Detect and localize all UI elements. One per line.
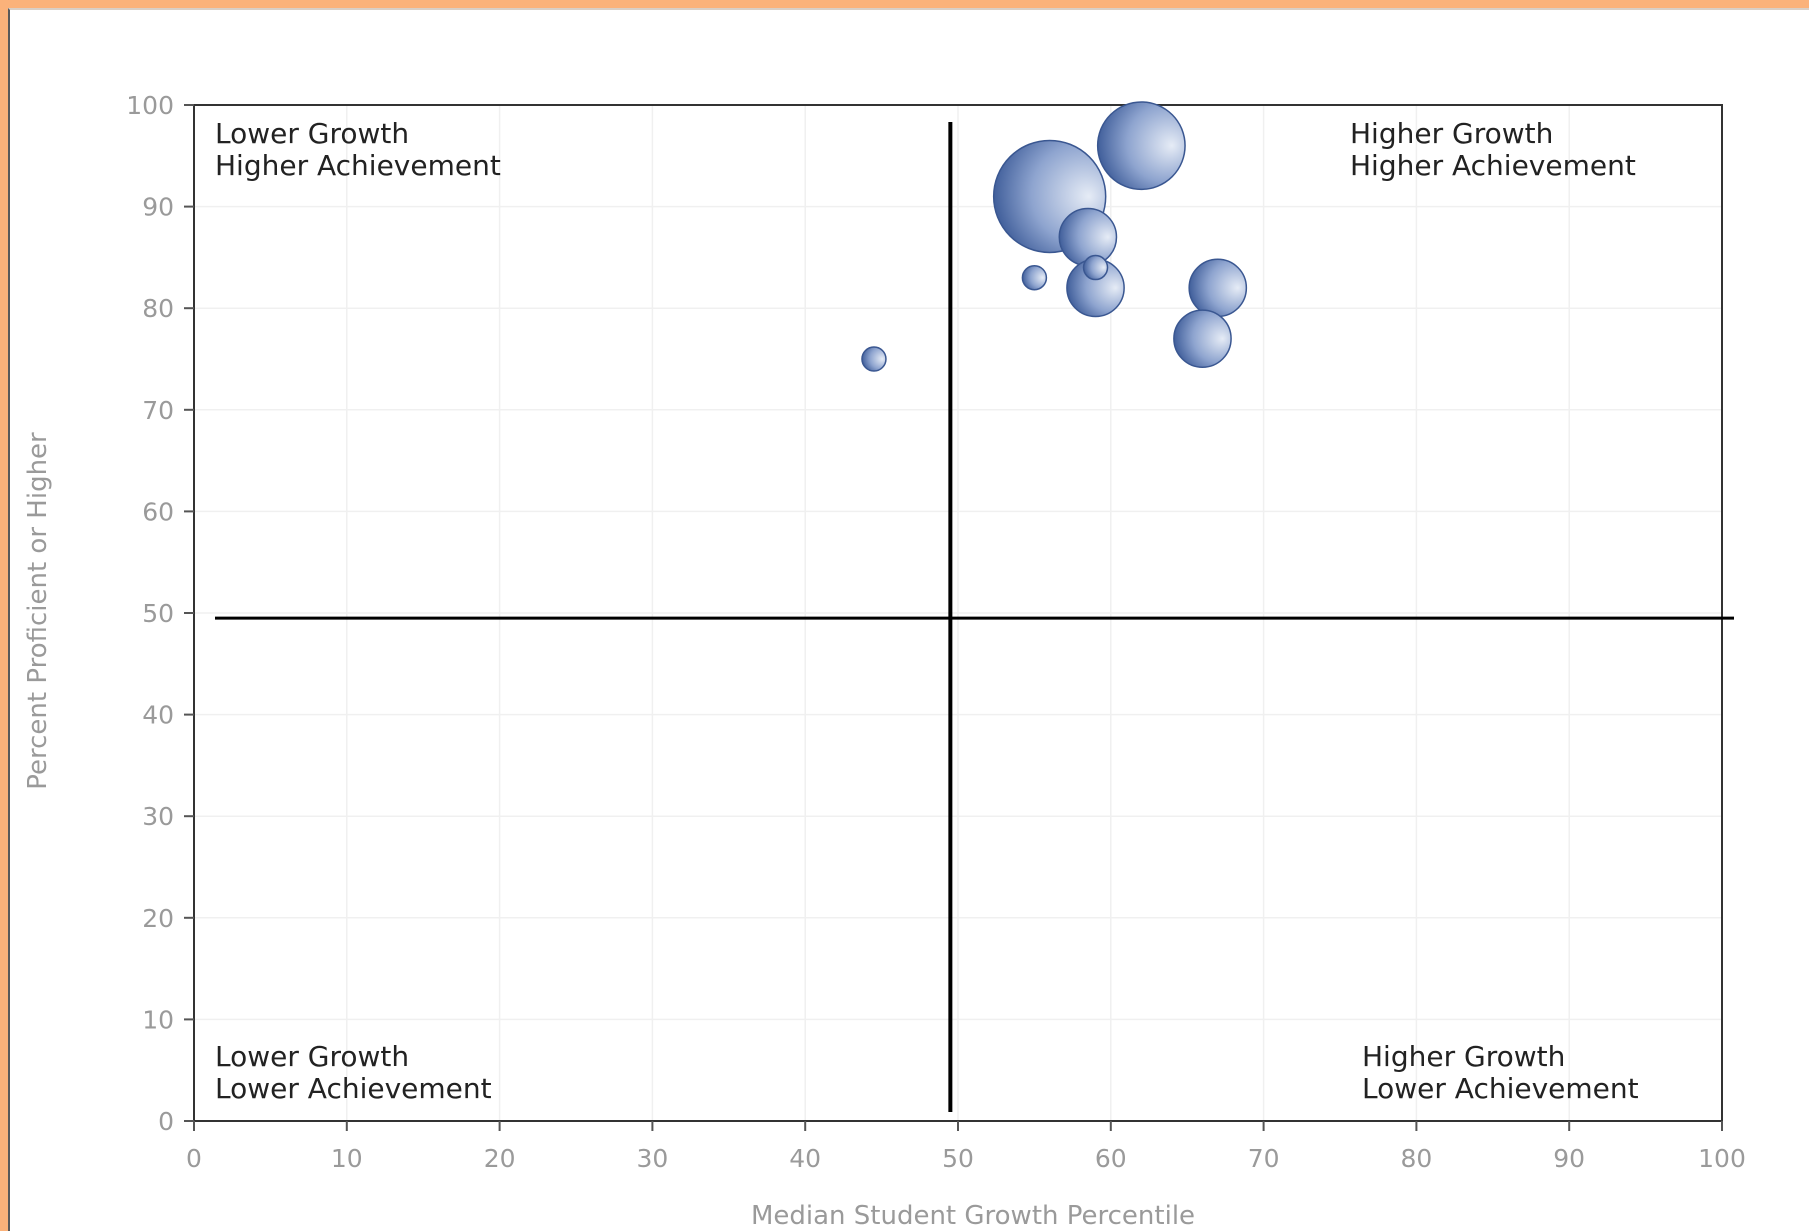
- bubble-point: [1021, 264, 1048, 291]
- bubble-point: [1173, 309, 1232, 369]
- bubble-point: [1188, 258, 1248, 318]
- reference-lines: [215, 122, 1734, 1112]
- x-tick-label: 70: [1248, 1144, 1280, 1173]
- bubble-point: [1058, 207, 1118, 267]
- x-tick-label: 90: [1553, 1144, 1585, 1173]
- x-tick-label: 20: [484, 1144, 516, 1173]
- y-tick-label: 10: [142, 1005, 174, 1034]
- y-tick-label: 0: [158, 1107, 174, 1136]
- quadrant-label-top-left-line1: Lower Growth: [215, 117, 409, 150]
- y-tick-label: 70: [142, 396, 174, 425]
- y-tick-label: 90: [142, 193, 174, 222]
- bubble-point: [1096, 101, 1186, 191]
- quadrant-label-bottom-right-line2: Lower Achievement: [1362, 1072, 1639, 1105]
- grid: [193, 104, 1723, 1122]
- y-tick-label: 50: [142, 599, 174, 628]
- y-tick-label: 60: [142, 497, 174, 526]
- x-tick-label: 40: [789, 1144, 821, 1173]
- x-tick-label: 80: [1400, 1144, 1432, 1173]
- y-tick-label: 30: [142, 802, 174, 831]
- y-tick-label: 20: [142, 904, 174, 933]
- quadrant-label-bottom-right-line1: Higher Growth: [1362, 1040, 1565, 1073]
- x-tick-label: 50: [942, 1144, 974, 1173]
- bubbles: [861, 101, 1248, 372]
- y-tick-label: 80: [142, 294, 174, 323]
- quadrant-label-top-right-line1: Higher Growth: [1350, 117, 1553, 150]
- quadrant-label-bottom-left-line2: Lower Achievement: [215, 1072, 492, 1105]
- y-tick-label: 100: [126, 91, 174, 120]
- y-axis-title: Percent Proficient or Higher: [23, 432, 53, 790]
- y-tick-label: 40: [142, 701, 174, 730]
- bubble-point: [861, 346, 887, 372]
- axis-ticks: 0 10 20 30 40 50 60 70 80 90 100 0 10 20 30 40 50 60 70 80 9…: [126, 91, 1746, 1173]
- x-axis-title: Median Student Growth Percentile: [751, 1201, 1195, 1231]
- quadrant-label-top-left-line2: Higher Achievement: [215, 149, 501, 182]
- quadrant-label-top-right-line2: Higher Achievement: [1350, 149, 1636, 182]
- x-tick-label: 100: [1698, 1144, 1746, 1173]
- x-tick-label: 60: [1095, 1144, 1127, 1173]
- bubble-point: [1082, 254, 1109, 281]
- x-tick-label: 30: [636, 1144, 668, 1173]
- quadrant-label-bottom-left-line1: Lower Growth: [215, 1040, 409, 1073]
- x-tick-label: 10: [331, 1144, 363, 1173]
- x-tick-label: 0: [186, 1144, 202, 1173]
